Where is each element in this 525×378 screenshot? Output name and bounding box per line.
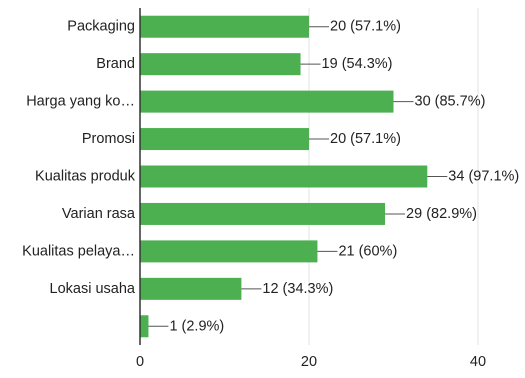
bar bbox=[140, 15, 309, 38]
category-label: Kualitas produk bbox=[35, 169, 136, 185]
category-label: Packaging bbox=[67, 19, 135, 35]
data-label: 19 (54.3%) bbox=[322, 56, 393, 72]
data-label: 21 (60%) bbox=[338, 243, 397, 259]
category-label: Kualitas pelaya… bbox=[22, 243, 135, 259]
data-label: 12 (34.3%) bbox=[262, 281, 333, 297]
bar bbox=[140, 53, 301, 76]
bar bbox=[140, 165, 428, 188]
bar bbox=[140, 277, 242, 300]
x-tick-label: 20 bbox=[301, 354, 317, 370]
category-label: Brand bbox=[96, 56, 135, 72]
category-label: Harga yang ko… bbox=[26, 94, 135, 110]
bar bbox=[140, 202, 386, 225]
category-label: Varian rasa bbox=[62, 206, 136, 222]
data-label: 34 (97.1%) bbox=[448, 169, 519, 185]
data-label: 29 (82.9%) bbox=[406, 206, 477, 222]
data-label: 20 (57.1%) bbox=[330, 131, 401, 147]
bar bbox=[140, 315, 149, 338]
bar bbox=[140, 128, 309, 151]
bar bbox=[140, 90, 394, 113]
data-label: 30 (85.7%) bbox=[415, 94, 486, 110]
data-label: 20 (57.1%) bbox=[330, 19, 401, 35]
bar bbox=[140, 240, 318, 263]
data-label: 1 (2.9%) bbox=[169, 318, 224, 334]
category-label: Lokasi usaha bbox=[50, 281, 136, 297]
x-tick-label: 40 bbox=[470, 354, 486, 370]
x-tick-label: 0 bbox=[136, 354, 144, 370]
category-label: Promosi bbox=[82, 131, 135, 147]
